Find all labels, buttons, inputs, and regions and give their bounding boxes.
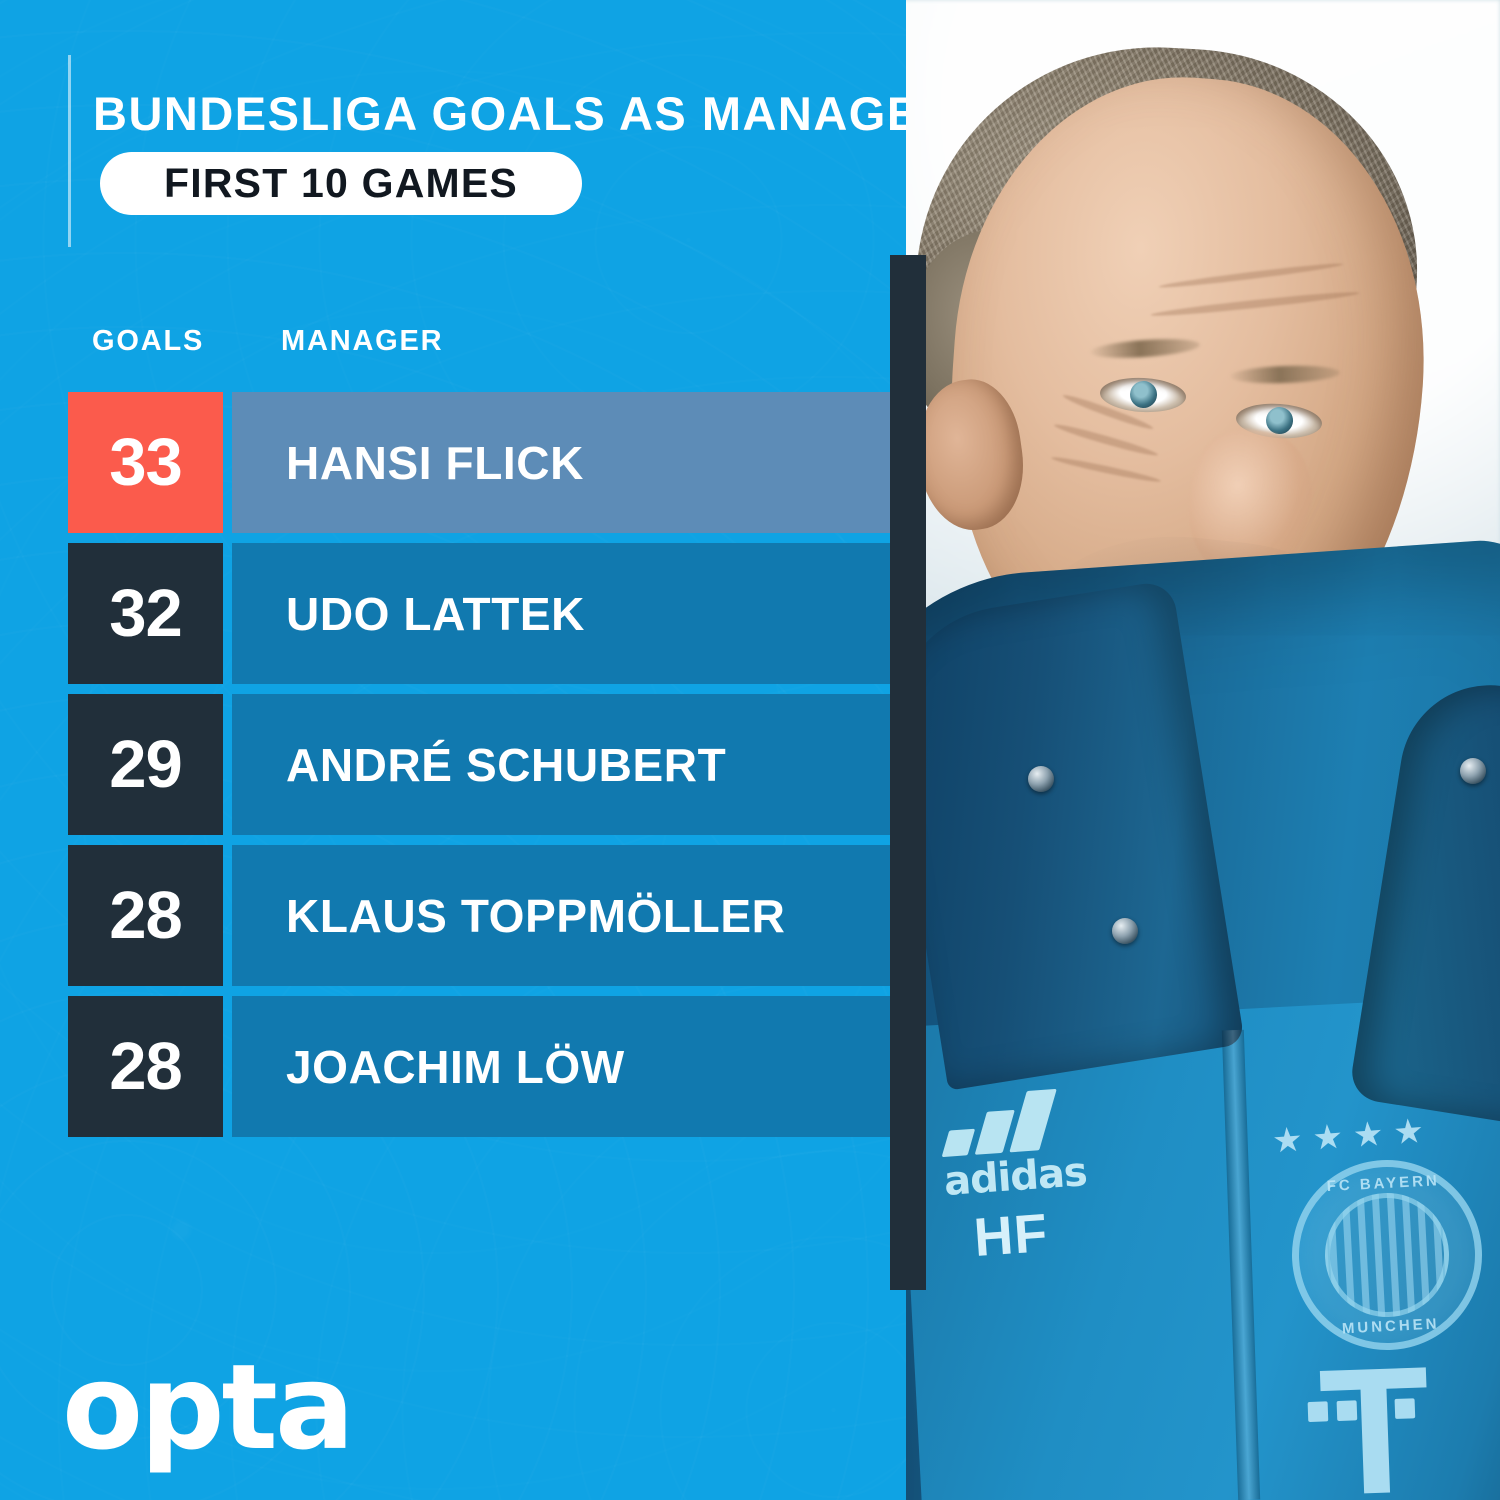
goals-cell: 33 (68, 392, 223, 533)
manager-initials: HF (971, 1202, 1050, 1268)
goals-cell: 28 (68, 845, 223, 986)
opta-logo: opta (62, 1338, 355, 1476)
goals-value: 28 (109, 1029, 183, 1104)
manager-cell: JOACHIM LÖW (232, 996, 890, 1137)
iris (1129, 380, 1158, 409)
goals-value: 32 (109, 576, 183, 651)
manager-name: KLAUS TOPPMÖLLER (286, 889, 786, 942)
telekom-logo: T (1317, 1329, 1434, 1500)
column-header-goals: GOALS (92, 325, 205, 357)
table-row: 28 JOACHIM LÖW (68, 996, 890, 1137)
column-header-manager: MANAGER (281, 325, 444, 357)
stats-panel: BUNDESLIGA GOALS AS MANAGER FIRST 10 GAM… (0, 0, 906, 1500)
iris (1265, 406, 1294, 435)
manager-cell: UDO LATTEK (232, 543, 890, 684)
table-row: 29 ANDRÉ SCHUBERT (68, 694, 890, 835)
table-row: 28 KLAUS TOPPMÖLLER (68, 845, 890, 986)
manager-cell: KLAUS TOPPMÖLLER (232, 845, 890, 986)
goals-cell: 32 (68, 543, 223, 684)
manager-name: ANDRÉ SCHUBERT (286, 738, 727, 791)
goals-value: 33 (109, 425, 183, 500)
table-row: 32 UDO LATTEK (68, 543, 890, 684)
goals-value: 29 (109, 727, 183, 802)
header-divider (68, 55, 71, 247)
jacket-snap (1112, 918, 1138, 944)
crest-inner (1321, 1189, 1453, 1321)
panel-edge-bar (890, 255, 926, 1290)
jacket-snap (1460, 758, 1486, 784)
subtitle-pill-label: FIRST 10 GAMES (164, 160, 518, 206)
manager-photo: adidas HF ★★★★ FC BAYERN MUNCHEN T (900, 0, 1500, 1500)
subtitle-pill: FIRST 10 GAMES (100, 152, 582, 215)
goals-cell: 28 (68, 996, 223, 1137)
manager-cell: HANSI FLICK (232, 392, 890, 533)
manager-name: HANSI FLICK (286, 436, 584, 489)
jacket-snap (1028, 766, 1054, 792)
manager-name: JOACHIM LÖW (286, 1040, 625, 1093)
telekom-dots-icon (1307, 1398, 1425, 1427)
page-title: BUNDESLIGA GOALS AS MANAGER (93, 87, 906, 140)
goals-value: 28 (109, 878, 183, 953)
manager-cell: ANDRÉ SCHUBERT (232, 694, 890, 835)
adidas-stripes-icon (938, 1086, 1068, 1158)
goals-cell: 29 (68, 694, 223, 835)
adidas-wordmark: adidas (942, 1149, 1089, 1205)
manager-name: UDO LATTEK (286, 587, 586, 640)
adidas-logo: adidas HF (938, 1085, 1093, 1271)
table-row: 33 HANSI FLICK (68, 392, 890, 533)
bayern-crest-icon: FC BAYERN MUNCHEN (1287, 1155, 1487, 1355)
